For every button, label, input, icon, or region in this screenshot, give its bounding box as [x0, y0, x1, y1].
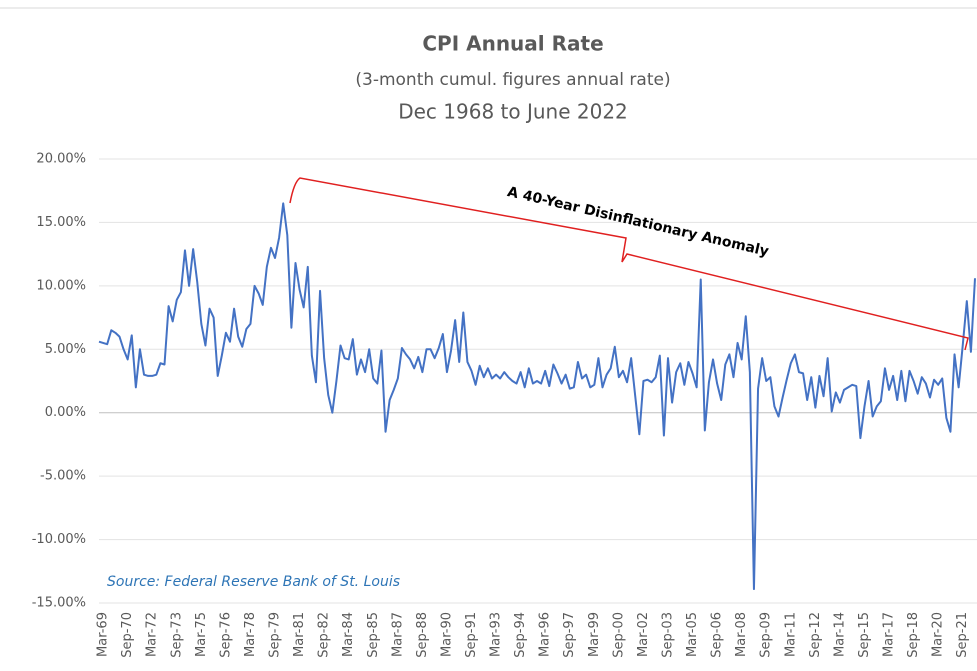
x-tick-label: Sep-97 — [562, 612, 577, 658]
date-range: Dec 1968 to June 2022 — [398, 100, 628, 124]
y-tick-label: 0.00% — [45, 405, 86, 420]
x-tick-label: Mar-05 — [685, 612, 700, 657]
x-tick-label: Sep-21 — [955, 612, 970, 658]
x-tick-label: Mar-84 — [341, 612, 356, 657]
x-tick-label: Mar-11 — [783, 612, 798, 657]
chart-subtitle: (3-month cumul. figures annual rate) — [355, 70, 670, 90]
y-tick-label: 20.00% — [36, 152, 86, 167]
x-tick-label: Mar-17 — [882, 612, 897, 657]
source-note: Source: Federal Reserve Bank of St. Loui… — [107, 574, 400, 590]
x-tick-label: Sep-12 — [808, 612, 823, 658]
x-tick-label: Mar-90 — [439, 612, 454, 657]
x-tick-label: Mar-81 — [292, 612, 307, 657]
y-tick-label: 10.00% — [36, 278, 86, 293]
x-tick-label: Sep-09 — [759, 612, 774, 658]
y-tick-label: -15.00% — [32, 596, 86, 611]
x-tick-label: Mar-99 — [587, 612, 602, 657]
x-tick-label: Sep-00 — [611, 612, 626, 658]
x-tick-label: Sep-79 — [268, 612, 283, 658]
chart-title: CPI Annual Rate — [422, 32, 603, 56]
x-tick-label: Mar-87 — [390, 612, 405, 657]
x-tick-label: Sep-76 — [218, 612, 233, 658]
x-tick-label: Sep-18 — [906, 612, 921, 658]
x-tick-label: Sep-70 — [120, 612, 135, 658]
x-tick-label: Sep-03 — [660, 612, 675, 658]
x-tick-label: Sep-94 — [513, 612, 528, 658]
x-tick-label: Mar-20 — [931, 612, 946, 657]
x-tick-label: Mar-69 — [96, 612, 111, 657]
x-tick-label: Sep-06 — [710, 612, 725, 658]
y-tick-label: 5.00% — [45, 342, 86, 357]
x-tick-label: Sep-73 — [169, 612, 184, 658]
y-tick-label: 15.00% — [36, 215, 86, 230]
x-tick-label: Sep-85 — [366, 612, 381, 658]
x-tick-label: Mar-96 — [538, 612, 553, 657]
x-tick-label: Sep-15 — [857, 612, 872, 658]
x-tick-label: Mar-02 — [636, 612, 651, 657]
x-tick-label: Sep-91 — [464, 612, 479, 658]
y-tick-label: -5.00% — [40, 469, 86, 484]
x-tick-label: Mar-93 — [489, 612, 504, 657]
x-tick-label: Mar-72 — [145, 612, 160, 657]
y-tick-label: -10.00% — [32, 532, 86, 547]
x-tick-label: Mar-08 — [734, 612, 749, 657]
x-tick-label: Sep-88 — [415, 612, 430, 658]
x-tick-label: Sep-82 — [317, 612, 332, 658]
x-tick-label: Mar-14 — [832, 612, 847, 657]
annotation-bracket — [289, 177, 969, 351]
x-tick-label: Mar-78 — [243, 612, 258, 657]
data-line — [98, 202, 976, 591]
x-tick-label: Mar-75 — [194, 612, 209, 657]
